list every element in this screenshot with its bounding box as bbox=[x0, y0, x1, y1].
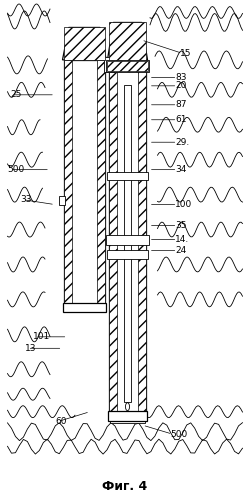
Text: Фиг. 4: Фиг. 4 bbox=[102, 480, 148, 493]
Text: 13: 13 bbox=[25, 344, 36, 353]
Text: 25: 25 bbox=[10, 90, 22, 99]
Bar bbox=[110, 413, 145, 423]
Bar bbox=[107, 61, 148, 71]
Bar bbox=[109, 60, 117, 412]
Bar bbox=[64, 27, 105, 60]
Bar bbox=[63, 303, 106, 312]
Text: 500: 500 bbox=[8, 165, 25, 174]
Bar bbox=[107, 172, 148, 180]
Text: 101: 101 bbox=[32, 332, 50, 341]
Text: 83: 83 bbox=[175, 73, 186, 82]
Bar bbox=[59, 196, 65, 205]
Bar bbox=[108, 411, 147, 421]
Bar bbox=[106, 60, 149, 72]
Bar bbox=[138, 60, 146, 412]
Text: 61: 61 bbox=[175, 115, 186, 124]
Text: 24: 24 bbox=[175, 246, 186, 255]
Text: 20: 20 bbox=[175, 81, 186, 90]
Text: 87: 87 bbox=[175, 100, 186, 109]
Bar bbox=[109, 22, 146, 60]
Text: 35: 35 bbox=[175, 221, 186, 230]
Text: 34: 34 bbox=[175, 165, 186, 174]
Text: 33: 33 bbox=[20, 195, 32, 204]
Polygon shape bbox=[108, 22, 148, 60]
Bar bbox=[109, 60, 146, 412]
Text: 60: 60 bbox=[55, 417, 66, 426]
Text: 500: 500 bbox=[170, 430, 187, 439]
Bar bbox=[97, 60, 105, 304]
Polygon shape bbox=[62, 27, 106, 60]
Text: 100: 100 bbox=[175, 200, 192, 209]
Text: 14.: 14. bbox=[175, 235, 189, 244]
Bar bbox=[124, 85, 131, 402]
Text: 15: 15 bbox=[180, 49, 192, 58]
Bar bbox=[106, 235, 149, 245]
Bar bbox=[104, 57, 114, 72]
Bar bbox=[107, 250, 148, 259]
Text: 29.: 29. bbox=[175, 138, 189, 147]
Bar bbox=[64, 60, 72, 304]
Bar bbox=[64, 60, 105, 304]
